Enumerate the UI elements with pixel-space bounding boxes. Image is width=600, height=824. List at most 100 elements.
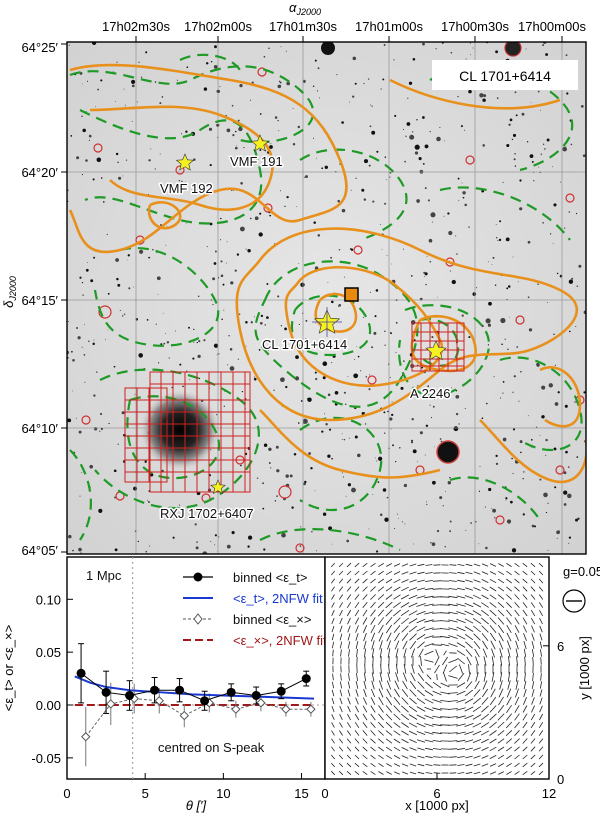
- sky-source: [386, 254, 388, 256]
- shear-whisker: [522, 617, 528, 625]
- sky-source: [270, 467, 272, 469]
- sky-source: [114, 548, 118, 552]
- sky-source: [193, 507, 195, 509]
- sky-source: [273, 389, 275, 391]
- shear-whisker: [480, 722, 490, 728]
- shear-whisker: [370, 730, 376, 736]
- shear-whisker: [346, 562, 352, 568]
- sky-source: [374, 457, 376, 459]
- shear-whisker: [338, 762, 344, 768]
- sky-source: [213, 343, 219, 348]
- shear-whisker: [370, 624, 376, 634]
- shear-whisker: [465, 763, 473, 767]
- shear-whisker: [523, 688, 527, 698]
- shear-whisker: [386, 763, 392, 767]
- dec-tick-label: 64°25′: [21, 40, 58, 55]
- shear-whisker: [393, 705, 401, 713]
- sky-source: [172, 536, 175, 539]
- shear-whisker: [435, 649, 439, 657]
- shear-whisker: [522, 770, 528, 776]
- shear-whisker: [387, 672, 391, 682]
- sky-source: [300, 526, 302, 528]
- point-ex: [256, 698, 266, 708]
- sky-source: [485, 546, 488, 550]
- sky-source: [522, 477, 524, 480]
- shear-whisker: [481, 579, 489, 583]
- shear-whisker: [473, 747, 481, 751]
- shear-whisker: [440, 691, 450, 695]
- shear-whisker: [416, 731, 426, 735]
- sky-source: [148, 159, 151, 162]
- shear-whisker: [347, 681, 351, 689]
- sky-source: [487, 344, 490, 346]
- shear-whisker: [432, 699, 442, 703]
- star-marker-vmf192: [175, 153, 195, 171]
- sky-source: [294, 376, 300, 381]
- sky-source: [536, 363, 540, 367]
- shear-whisker: [362, 562, 368, 568]
- sky-source: [556, 530, 560, 535]
- sky-source: [491, 264, 493, 265]
- sky-source: [150, 148, 152, 150]
- shear-whisker: [370, 617, 376, 625]
- sky-source: [310, 466, 313, 470]
- sky-source: [71, 350, 73, 353]
- sky-source: [382, 488, 387, 492]
- sky-source: [512, 472, 514, 475]
- sky-source: [117, 161, 119, 164]
- sky-source: [519, 179, 522, 182]
- shear-whisker: [499, 656, 503, 666]
- sky-source: [361, 412, 365, 415]
- sky-source: [528, 328, 533, 332]
- shear-whisker: [506, 563, 512, 567]
- shear-whisker: [464, 689, 474, 697]
- shear-whisker: [385, 570, 393, 576]
- sky-source: [186, 370, 188, 372]
- sky-source: [342, 476, 344, 478]
- sky-source: [82, 128, 86, 133]
- sky-source: [131, 84, 135, 88]
- sky-source: [472, 47, 474, 49]
- sky-source: [99, 430, 101, 432]
- shear-whisker: [538, 738, 544, 744]
- sky-source: [403, 248, 405, 250]
- sky-source: [479, 465, 481, 467]
- shear-whisker: [449, 572, 457, 574]
- sky-source: [307, 397, 312, 402]
- shear-whisker: [362, 625, 368, 633]
- sky-source: [357, 355, 360, 358]
- sky-source: [322, 361, 328, 367]
- shear-whisker: [531, 705, 535, 713]
- sky-source: [409, 134, 415, 140]
- shear-whisker: [409, 633, 417, 641]
- sky-source: [575, 326, 577, 327]
- sky-source: [81, 346, 83, 348]
- shear-whisker: [474, 680, 480, 690]
- sky-source: [77, 336, 81, 340]
- shear-whisker: [394, 771, 400, 775]
- shear-whisker: [370, 586, 376, 592]
- shear-whisker: [355, 689, 359, 697]
- sky-source: [196, 541, 198, 543]
- sky-source: [431, 336, 434, 339]
- shear-whisker: [424, 603, 434, 607]
- shear-whisker: [491, 656, 495, 666]
- sky-source: [499, 220, 502, 223]
- sky-source: [222, 283, 225, 286]
- sky-source: [355, 177, 357, 179]
- sky-source: [547, 502, 549, 504]
- sky-source: [398, 446, 401, 449]
- sky-source: [444, 546, 446, 548]
- sky-source: [357, 453, 361, 458]
- sky-source: [67, 320, 69, 323]
- shear-whisker: [417, 571, 425, 575]
- sky-source: [148, 545, 150, 547]
- shear-whisker: [385, 586, 393, 592]
- sky-source: [168, 357, 170, 359]
- shear-whisker: [411, 664, 415, 674]
- sky-source: [523, 471, 525, 473]
- sky-source: [545, 454, 547, 456]
- shear-whisker: [355, 641, 359, 649]
- shear-whisker: [331, 594, 335, 600]
- sky-source: [504, 338, 506, 340]
